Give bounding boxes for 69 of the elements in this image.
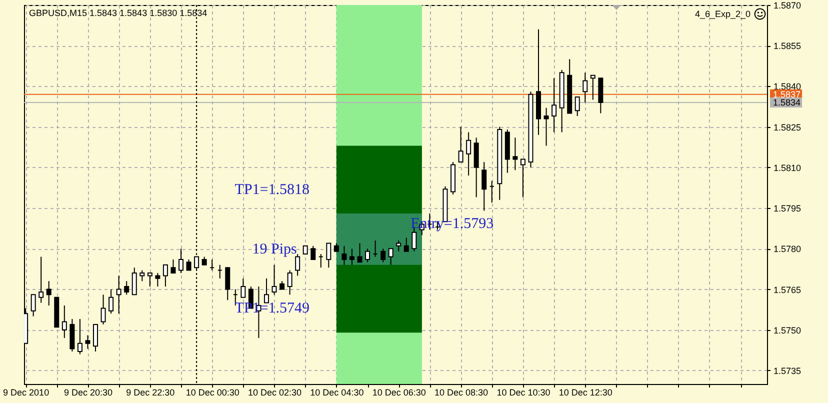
candlestick [140, 270, 145, 282]
candlestick [38, 256, 44, 304]
y-tick-label: 1.5810 [774, 162, 802, 173]
candlestick [512, 137, 518, 171]
annotation: 19 Pips [252, 242, 298, 258]
candlestick [295, 254, 300, 276]
candlestick [264, 278, 269, 304]
candlestick [30, 294, 36, 317]
x-tick-label: 10 Dec 00:30 [186, 388, 240, 398]
candlestick [582, 72, 588, 103]
candlestick [124, 280, 130, 296]
candlestick [147, 272, 152, 288]
candlestick [380, 248, 386, 263]
y-tick-label: 1.5825 [774, 122, 802, 132]
candlestick [46, 280, 52, 306]
y-tick-label: 1.5855 [774, 41, 802, 52]
candlestick [77, 318, 82, 355]
x-tick-label: 10 Dec 02:30 [248, 388, 302, 398]
candlestick [458, 126, 464, 163]
y-tick-label: 1.5795 [774, 204, 802, 214]
candlestick [310, 245, 316, 260]
candlestick [388, 248, 394, 266]
candlestick [342, 245, 347, 266]
candlestick [326, 242, 332, 268]
candlestick [396, 240, 402, 252]
candlestick [62, 304, 67, 338]
candlestick [116, 275, 122, 314]
candlestick [162, 264, 168, 288]
candlestick [186, 258, 192, 271]
candlestick [287, 270, 292, 296]
candlestick [178, 248, 184, 274]
candlestick [574, 96, 580, 116]
candlestick [520, 158, 526, 198]
candlestick [100, 294, 106, 325]
x-tick-label: 10 Dec 04:30 [310, 388, 364, 398]
y-tick-label: 1.5750 [774, 325, 802, 336]
candlestick [155, 272, 160, 288]
y-tick-label: 1.5780 [774, 244, 802, 254]
candlestick [404, 237, 409, 252]
y-tick-label: 1.5765 [774, 284, 802, 295]
candlestick [272, 264, 277, 296]
x-tick-label: 10 Dec 06:30 [372, 388, 426, 398]
candlestick [466, 132, 472, 176]
candlestick [85, 334, 90, 350]
y-tick-label: 1.5735 [774, 366, 802, 376]
candlestick [552, 78, 557, 133]
candlestick [544, 107, 549, 146]
candlestick [108, 288, 114, 314]
y-tick-label: 1.5870 [774, 0, 802, 10]
candlestick [365, 248, 370, 263]
x-tick-label: 10 Dec 08:30 [434, 388, 488, 398]
candlestick [225, 267, 230, 301]
annotation: TP1=1.5818 [234, 182, 310, 198]
x-tick-label: 9 Dec 2010 [3, 388, 50, 398]
candlestick [93, 324, 98, 352]
x-tick-label: 10 Dec 12:30 [558, 388, 612, 398]
candlestick [240, 278, 246, 298]
x-tick-label: 10 Dec 10:30 [496, 388, 550, 398]
candlestick [590, 74, 596, 100]
x-tick-label: 9 Dec 22:30 [126, 388, 175, 398]
candlestick [357, 242, 362, 263]
x-tick-label: 9 Dec 20:30 [64, 388, 113, 398]
candlestick [349, 248, 354, 266]
candlestick [482, 162, 487, 212]
candlestick [132, 267, 137, 296]
y-tick-label: 1.5840 [774, 82, 802, 92]
chart-title: GBPUSD,M15 1.5843 1.5843 1.5830 1.5834 [29, 8, 208, 18]
annotation: 4_6_Exp_2_0 [694, 8, 751, 19]
candlestick [170, 258, 176, 274]
